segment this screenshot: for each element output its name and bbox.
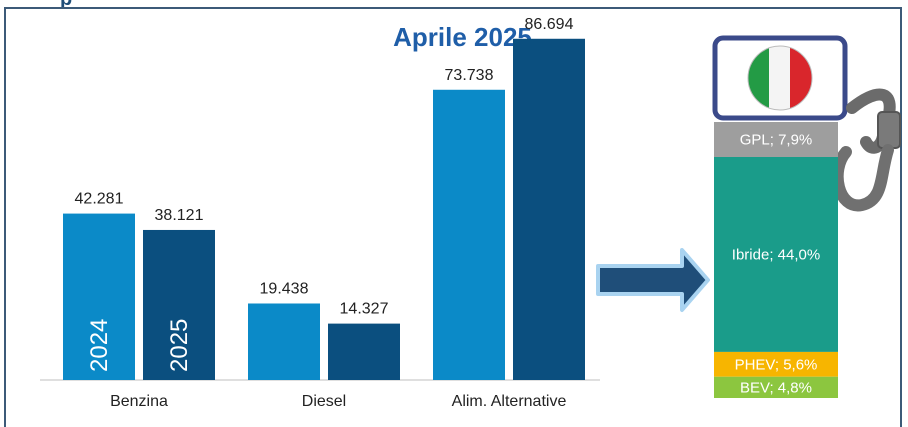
bar-value-label-2024-1: 19.438 (260, 280, 309, 297)
fuel-hose (831, 144, 894, 212)
bar-2025-1 (328, 323, 400, 380)
flag-outline (747, 45, 813, 111)
chart-frame (4, 7, 902, 427)
bar-value-label-2024-2: 73.738 (445, 67, 494, 84)
flag-red-stripe (790, 46, 812, 110)
bar-chart-svg: 42.281 2024 38.121 2025 Benzina 19.438 14.327 D… (40, 16, 901, 410)
category-label-0: Benzina (110, 393, 168, 410)
year-label-2024: 2024 (86, 319, 113, 372)
stack-segment-label-1: Ibride; 44,0% (732, 246, 820, 263)
stack-segment-label-2: PHEV; 5,6% (735, 356, 818, 373)
category-label-2: Alim. Alternative (452, 393, 567, 410)
stack-segment-label-0: GPL; 7,9% (740, 131, 813, 148)
bar-2025-0 (143, 229, 215, 380)
bar-value-label-2025-2: 86.694 (525, 16, 574, 33)
right-arrow-icon (596, 248, 710, 312)
nozzle-handle (877, 111, 901, 149)
bar-value-label-2024-0: 42.281 (75, 191, 124, 208)
bar-2024-2 (433, 89, 505, 380)
partial-header-text: p (60, 0, 72, 11)
top-strip: p (0, 0, 908, 11)
bar-value-label-2025-0: 38.121 (155, 207, 204, 224)
bar-2024-1 (248, 303, 320, 380)
flag-white-stripe (769, 46, 791, 110)
chart-title: Aprile 2025 (393, 22, 532, 52)
category-label-1: Diesel (302, 393, 346, 410)
bar-2024-0 (63, 213, 135, 380)
italy-flag-icon (748, 46, 770, 110)
stack-segment-2 (714, 351, 838, 377)
stack-segment-0 (714, 122, 838, 157)
bar-value-label-2025-1: 14.327 (340, 301, 389, 318)
bar-2025-2 (513, 38, 585, 381)
stack-segment-3 (714, 376, 838, 398)
stack-segment-1 (714, 156, 838, 352)
stack-segment-label-3: BEV; 4,8% (740, 379, 812, 396)
year-label-2025: 2025 (166, 319, 193, 372)
